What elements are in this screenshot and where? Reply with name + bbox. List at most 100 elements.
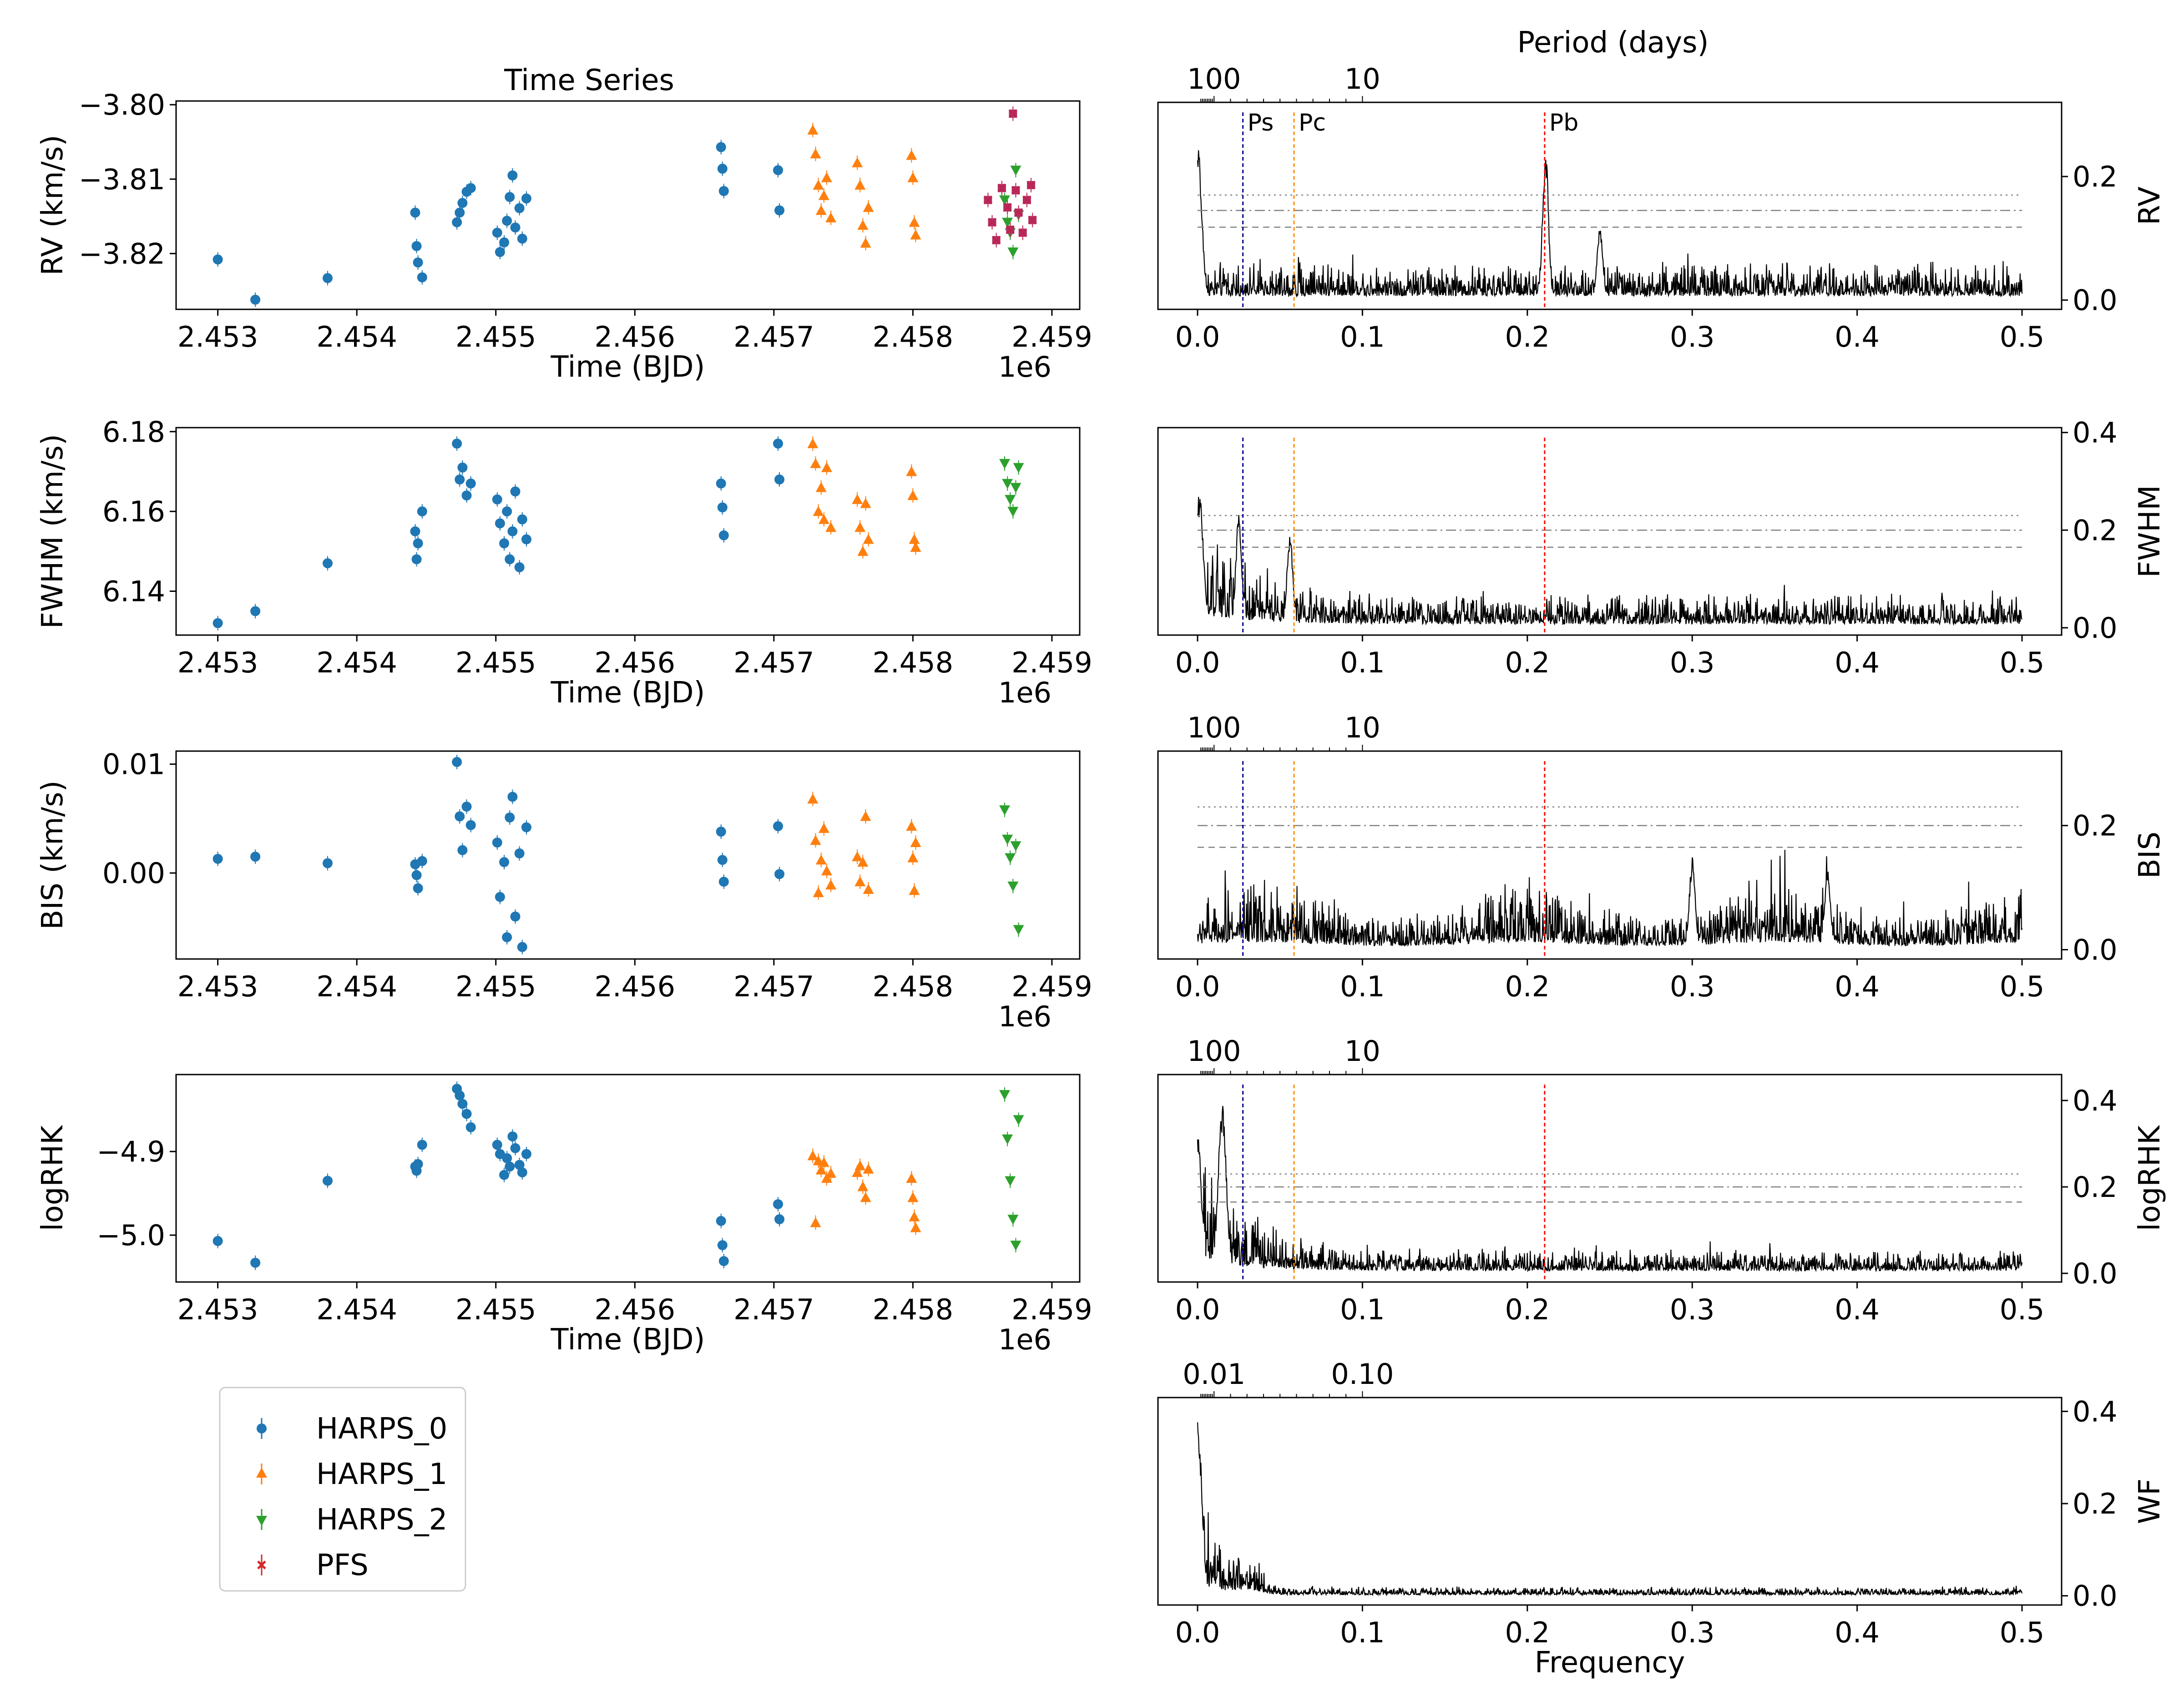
pg-y-tick-label: 0.4 [2073, 1084, 2118, 1117]
point-harps2 [1002, 217, 1013, 228]
point-pfs-x [983, 196, 992, 204]
point-pfs-x [1018, 228, 1027, 237]
point-harps0 [514, 203, 525, 213]
point-harps1 [860, 498, 871, 508]
x-tick-label: 2.457 [733, 646, 814, 679]
x-tick-label: 2.456 [595, 1293, 676, 1326]
point-harps1 [857, 857, 869, 867]
point-harps0 [716, 142, 726, 152]
x-tick-label: 2.459 [1011, 646, 1092, 679]
point-harps0 [250, 294, 261, 305]
point-harps1 [910, 1222, 921, 1232]
pg-y-tick-label: 0.2 [2073, 514, 2118, 547]
point-harps2 [1013, 925, 1024, 935]
point-harps1 [807, 124, 819, 135]
point-harps0 [411, 554, 422, 565]
point-harps0 [411, 241, 422, 251]
point-harps1 [909, 217, 920, 227]
point-harps0 [499, 1170, 510, 1180]
point-harps1 [813, 506, 824, 516]
point-harps0 [521, 534, 531, 545]
y-tick-label: 0.00 [102, 857, 165, 890]
point-harps1 [810, 835, 821, 845]
point-pfs-x [997, 183, 1006, 192]
point-harps0 [495, 247, 505, 257]
ts-panel-bis: 2.453 2.454 2.455 2.456 2.457 2.458 2.459 0.00 0… [36, 748, 1092, 1033]
point-harps1 [906, 821, 917, 831]
point-harps0 [499, 538, 510, 549]
point-harps0 [718, 186, 729, 196]
point-harps0 [212, 254, 223, 265]
legend-marker-harps0 [257, 1423, 267, 1433]
point-harps0 [417, 506, 427, 517]
point-pfs-x [1026, 181, 1036, 190]
point-harps0 [505, 812, 515, 823]
pg-y-tick-label: 0.2 [2073, 1487, 2118, 1520]
x-tick-label: 2.453 [177, 970, 258, 1003]
x-tick-label: 2.455 [455, 646, 536, 679]
point-harps0 [521, 822, 531, 833]
point-harps0 [517, 233, 527, 244]
point-pfs-x [1008, 109, 1017, 118]
point-harps2 [1007, 881, 1019, 892]
point-harps0 [502, 216, 512, 226]
point-harps0 [773, 439, 783, 449]
power-spectrum-logrhk [1197, 1105, 2023, 1273]
point-harps0 [517, 1167, 527, 1178]
point-harps0 [457, 845, 468, 855]
point-harps0 [718, 877, 729, 887]
x-tick-label: 2.459 [1011, 1293, 1092, 1326]
point-harps0 [465, 183, 476, 193]
point-harps2 [1007, 247, 1019, 258]
point-harps1 [910, 542, 921, 552]
point-harps0 [507, 1131, 518, 1142]
point-pfs-x [1022, 196, 1031, 204]
legend-label-harps0: HARPS_0 [316, 1412, 447, 1446]
point-harps0 [457, 1099, 468, 1109]
point-harps0 [410, 526, 420, 536]
point-harps0 [455, 474, 465, 485]
point-harps1 [821, 1173, 832, 1183]
point-harps2 [1007, 507, 1019, 517]
point-harps0 [774, 474, 785, 485]
point-harps1 [860, 1192, 871, 1202]
x-tick-label: 2.455 [455, 320, 536, 353]
point-harps0 [212, 1236, 223, 1246]
ts-panel-fwhm: 2.453 2.454 2.455 2.456 2.457 2.458 2.459 6.14 6… [36, 415, 1092, 710]
point-harps0 [323, 273, 333, 283]
point-harps0 [455, 811, 465, 822]
freq-tick-label: 0.1 [1340, 1616, 1385, 1649]
freq-tick-label: 0.1 [1340, 970, 1385, 1003]
point-harps1 [815, 205, 827, 215]
freq-tick-label: 0.5 [2000, 970, 2045, 1003]
pg-y-axis-label: FWHM [2133, 485, 2167, 577]
point-harps1 [815, 1164, 827, 1175]
y-axis-label: RV (km/s) [36, 135, 70, 275]
point-harps0 [457, 462, 468, 473]
power-spectrum-bis [1197, 849, 2023, 947]
point-harps2 [1007, 1215, 1019, 1225]
point-harps1 [818, 190, 829, 200]
point-harps1 [907, 490, 919, 500]
point-harps1 [857, 545, 869, 556]
legend-entry-harps2: HARPS_2 [256, 1503, 447, 1537]
point-harps1 [807, 793, 819, 804]
freq-tick-label: 0.1 [1340, 646, 1385, 679]
point-harps0 [417, 1140, 427, 1150]
point-harps0 [417, 272, 427, 283]
point-pfs-x [1028, 216, 1037, 225]
frequency-axis-label: Frequency [1535, 1646, 1685, 1680]
point-harps1 [815, 482, 827, 492]
x-tick-label: 2.454 [316, 646, 397, 679]
left-title: Time Series [504, 64, 674, 97]
point-harps0 [717, 163, 728, 174]
time-series-panels: 2.453 2.454 2.455 2.456 2.457 2.458 2.459 −3.82… [36, 88, 1092, 1357]
point-harps2 [1002, 834, 1013, 845]
period-tick-label: 100 [1187, 62, 1241, 96]
x-tick-label: 2.456 [595, 646, 676, 679]
point-harps1 [818, 514, 829, 524]
freq-tick-label: 0.5 [2000, 1616, 2045, 1649]
y-tick-label: −5.0 [96, 1219, 165, 1252]
point-harps0 [465, 478, 476, 489]
period-tick-label: 0.10 [1331, 1358, 1394, 1391]
